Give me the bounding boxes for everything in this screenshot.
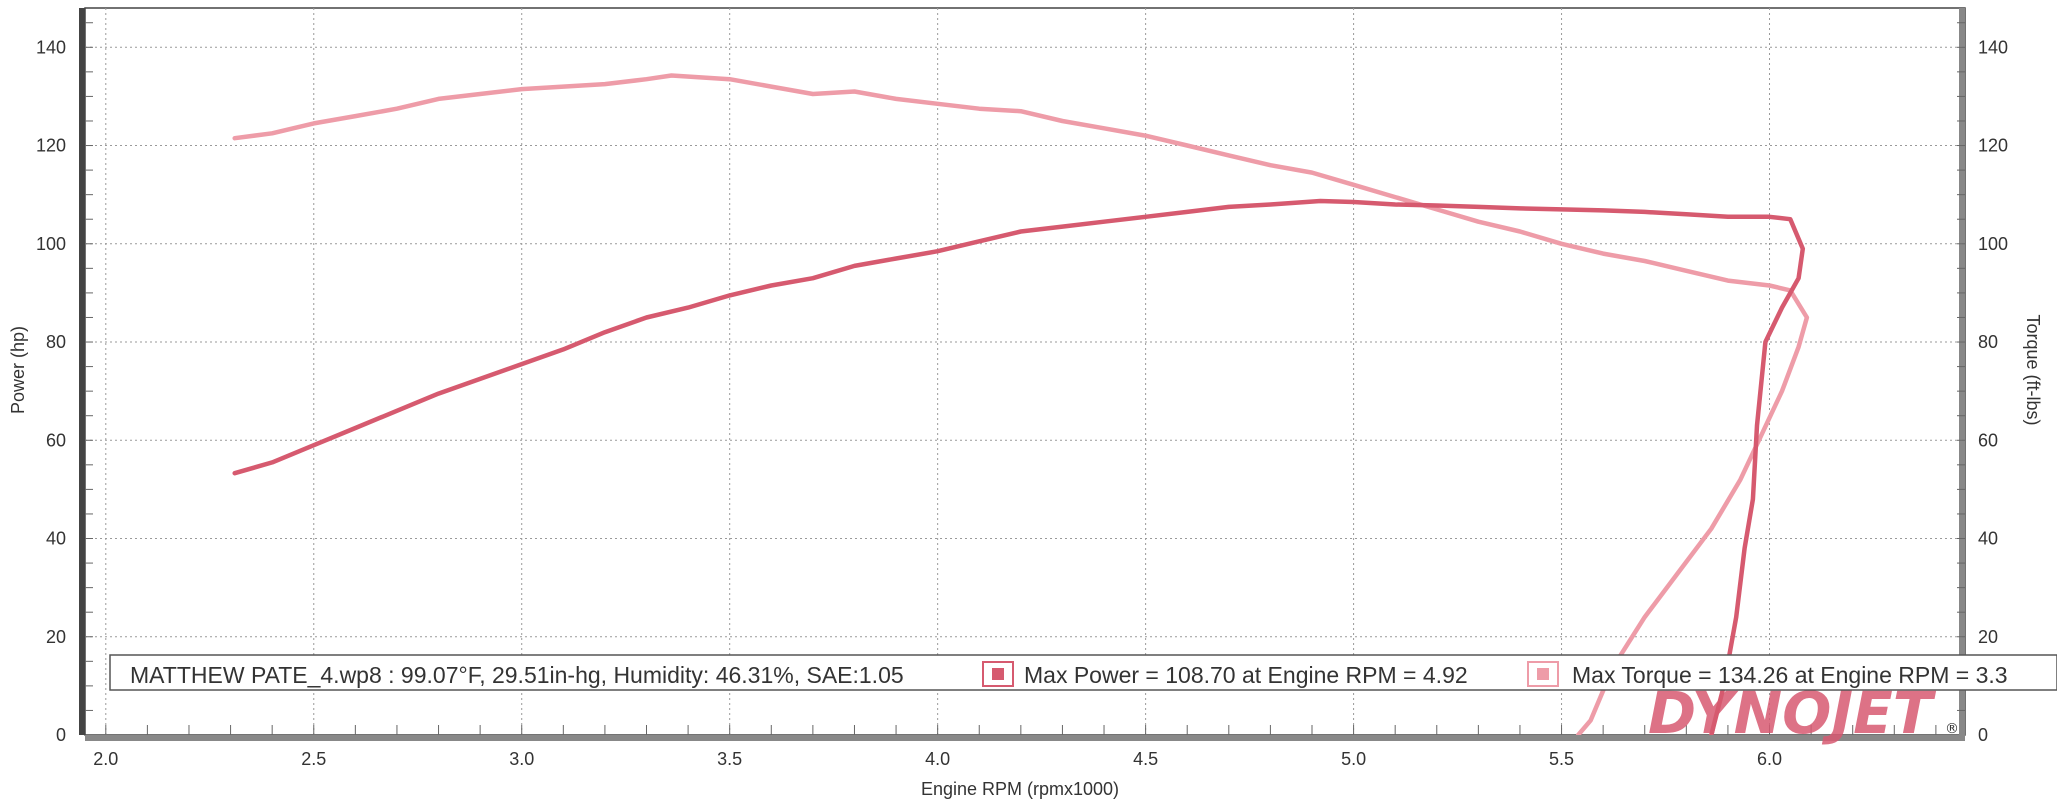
legend: MATTHEW PATE_4.wp8 : 99.07°F, 29.51in-hg… [110,655,2057,690]
y-left-tick-label: 0 [56,725,66,745]
y-right-tick-label: 120 [1978,136,2008,156]
x-tick-label: 2.0 [93,749,118,769]
y-right-tick-labels: 0 20 40 60 80 100 120 140 [1978,37,2008,745]
x-tick-labels: 2.0 2.5 3.0 3.5 4.0 4.5 5.0 5.5 6.0 [93,749,1782,769]
y-axis-right-title: Torque (ft-lbs) [2023,314,2043,425]
x-tick-label: 3.0 [509,749,534,769]
x-tick-label: 6.0 [1757,749,1782,769]
y-right-tick-label: 100 [1978,234,2008,254]
y-left-tick-label: 120 [36,136,66,156]
legend-power-text: Max Power = 108.70 at Engine RPM = 4.92 [1024,662,1468,688]
y-left-tick-label: 80 [46,332,66,352]
y-left-tick-label: 40 [46,529,66,549]
right-axis-strip [1959,8,1965,735]
x-tick-label: 5.0 [1341,749,1366,769]
x-tick-label: 4.0 [925,749,950,769]
x-tick-label: 3.5 [717,749,742,769]
plot-area [85,8,1965,735]
x-axis-title: Engine RPM (rpmx1000) [921,779,1119,799]
y-left-tick-label: 140 [36,37,66,57]
left-axis-strip [79,8,85,735]
y-left-tick-label: 60 [46,430,66,450]
legend-torque-swatch-fill [1537,668,1549,680]
y-left-tick-label: 100 [36,234,66,254]
y-left-tick-label: 20 [46,627,66,647]
y-right-tick-label: 40 [1978,529,1998,549]
y-right-tick-label: 80 [1978,332,1998,352]
legend-torque-text: Max Torque = 134.26 at Engine RPM = 3.3 [1572,662,2008,688]
x-tick-label: 4.5 [1133,749,1158,769]
y-right-tick-label: 140 [1978,37,2008,57]
y-right-tick-label: 60 [1978,430,1998,450]
registered-mark: ® [1945,721,1959,737]
y-left-tick-labels: 0 20 40 60 80 100 120 140 [36,37,66,745]
x-tick-label: 5.5 [1549,749,1574,769]
legend-power-swatch-fill [992,668,1004,680]
y-right-tick-label: 0 [1978,725,1988,745]
x-tick-label: 2.5 [301,749,326,769]
legend-run-info: MATTHEW PATE_4.wp8 : 99.07°F, 29.51in-hg… [130,662,904,688]
y-right-tick-label: 20 [1978,627,1998,647]
y-axis-left-title: Power (hp) [8,326,28,414]
